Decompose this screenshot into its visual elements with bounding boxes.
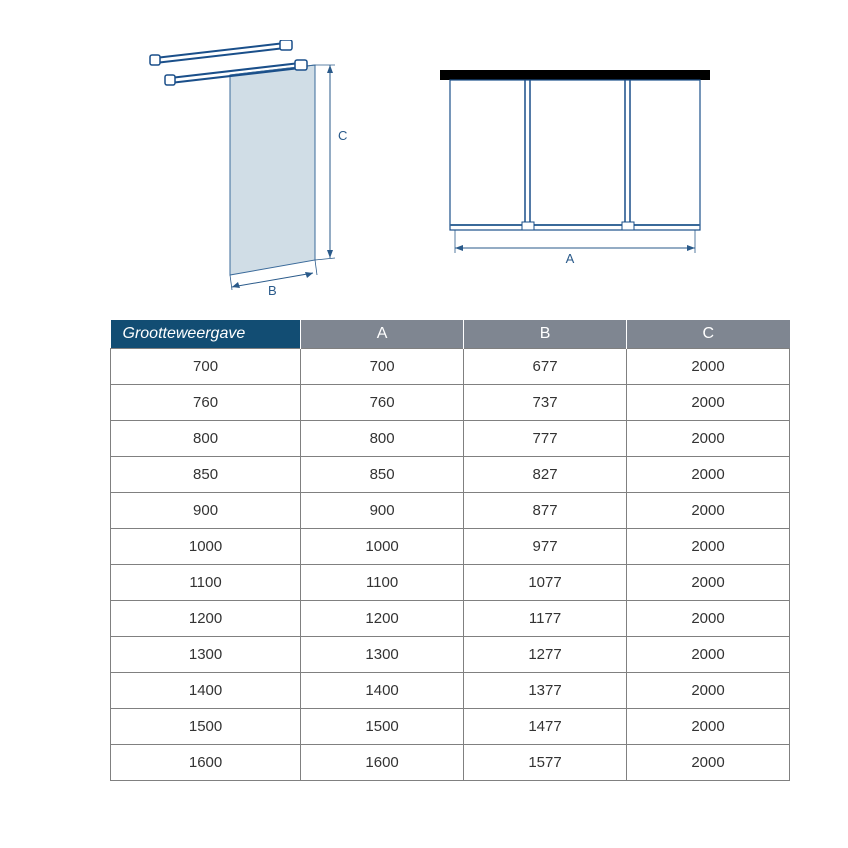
table-cell: 1000 xyxy=(111,528,301,564)
table-row: 8508508272000 xyxy=(111,456,790,492)
table-cell: 2000 xyxy=(627,636,790,672)
table-row: 1300130012772000 xyxy=(111,636,790,672)
table-cell: 700 xyxy=(301,348,464,384)
table-cell: 677 xyxy=(464,348,627,384)
table-cell: 2000 xyxy=(627,420,790,456)
table-cell: 2000 xyxy=(627,672,790,708)
table-row: 100010009772000 xyxy=(111,528,790,564)
table-cell: 1000 xyxy=(301,528,464,564)
diagram-area: C B xyxy=(140,40,768,305)
technical-diagram: C B xyxy=(140,40,760,300)
table-cell: 1100 xyxy=(301,564,464,600)
table-cell: 1100 xyxy=(111,564,301,600)
table-cell: 2000 xyxy=(627,708,790,744)
table-cell: 1600 xyxy=(301,744,464,780)
dim-label-a: A xyxy=(566,251,575,266)
table-cell: 2000 xyxy=(627,744,790,780)
col-header-b: B xyxy=(464,320,627,348)
table-cell: 850 xyxy=(301,456,464,492)
dim-label-c: C xyxy=(338,128,347,143)
table-cell: 1277 xyxy=(464,636,627,672)
table-cell: 1200 xyxy=(301,600,464,636)
table-cell: 1477 xyxy=(464,708,627,744)
right-top-view: A xyxy=(440,70,710,266)
table-cell: 1577 xyxy=(464,744,627,780)
table-row: 1500150014772000 xyxy=(111,708,790,744)
table-cell: 877 xyxy=(464,492,627,528)
table-row: 7007006772000 xyxy=(111,348,790,384)
table-cell: 900 xyxy=(301,492,464,528)
size-table-container: Grootteweergave A B C 700700677200076076… xyxy=(110,320,790,781)
table-row: 1200120011772000 xyxy=(111,600,790,636)
dim-label-b: B xyxy=(268,283,277,298)
table-cell: 900 xyxy=(111,492,301,528)
table-cell: 2000 xyxy=(627,528,790,564)
table-cell: 1500 xyxy=(301,708,464,744)
table-cell: 760 xyxy=(111,384,301,420)
table-header: Grootteweergave A B C xyxy=(111,320,790,348)
table-cell: 1177 xyxy=(464,600,627,636)
table-body: 7007006772000760760737200080080077720008… xyxy=(111,348,790,780)
table-cell: 800 xyxy=(111,420,301,456)
table-cell: 1600 xyxy=(111,744,301,780)
table-row: 1100110010772000 xyxy=(111,564,790,600)
table-cell: 1500 xyxy=(111,708,301,744)
size-table: Grootteweergave A B C 700700677200076076… xyxy=(110,320,790,781)
table-cell: 1377 xyxy=(464,672,627,708)
table-cell: 800 xyxy=(301,420,464,456)
table-cell: 700 xyxy=(111,348,301,384)
table-cell: 2000 xyxy=(627,384,790,420)
table-cell: 1077 xyxy=(464,564,627,600)
col-header-a: A xyxy=(301,320,464,348)
table-cell: 1400 xyxy=(111,672,301,708)
table-cell: 1200 xyxy=(111,600,301,636)
table-cell: 827 xyxy=(464,456,627,492)
table-row: 9009008772000 xyxy=(111,492,790,528)
table-row: 1400140013772000 xyxy=(111,672,790,708)
table-cell: 1400 xyxy=(301,672,464,708)
table-cell: 977 xyxy=(464,528,627,564)
table-row: 8008007772000 xyxy=(111,420,790,456)
table-cell: 2000 xyxy=(627,456,790,492)
table-cell: 2000 xyxy=(627,600,790,636)
table-cell: 850 xyxy=(111,456,301,492)
table-cell: 1300 xyxy=(111,636,301,672)
table-row: 7607607372000 xyxy=(111,384,790,420)
table-cell: 2000 xyxy=(627,564,790,600)
table-cell: 1300 xyxy=(301,636,464,672)
table-cell: 2000 xyxy=(627,492,790,528)
table-cell: 737 xyxy=(464,384,627,420)
col-header-size: Grootteweergave xyxy=(111,320,301,348)
table-cell: 2000 xyxy=(627,348,790,384)
col-header-c: C xyxy=(627,320,790,348)
table-cell: 760 xyxy=(301,384,464,420)
table-cell: 777 xyxy=(464,420,627,456)
table-row: 1600160015772000 xyxy=(111,744,790,780)
left-panel-view: C B xyxy=(150,40,347,298)
